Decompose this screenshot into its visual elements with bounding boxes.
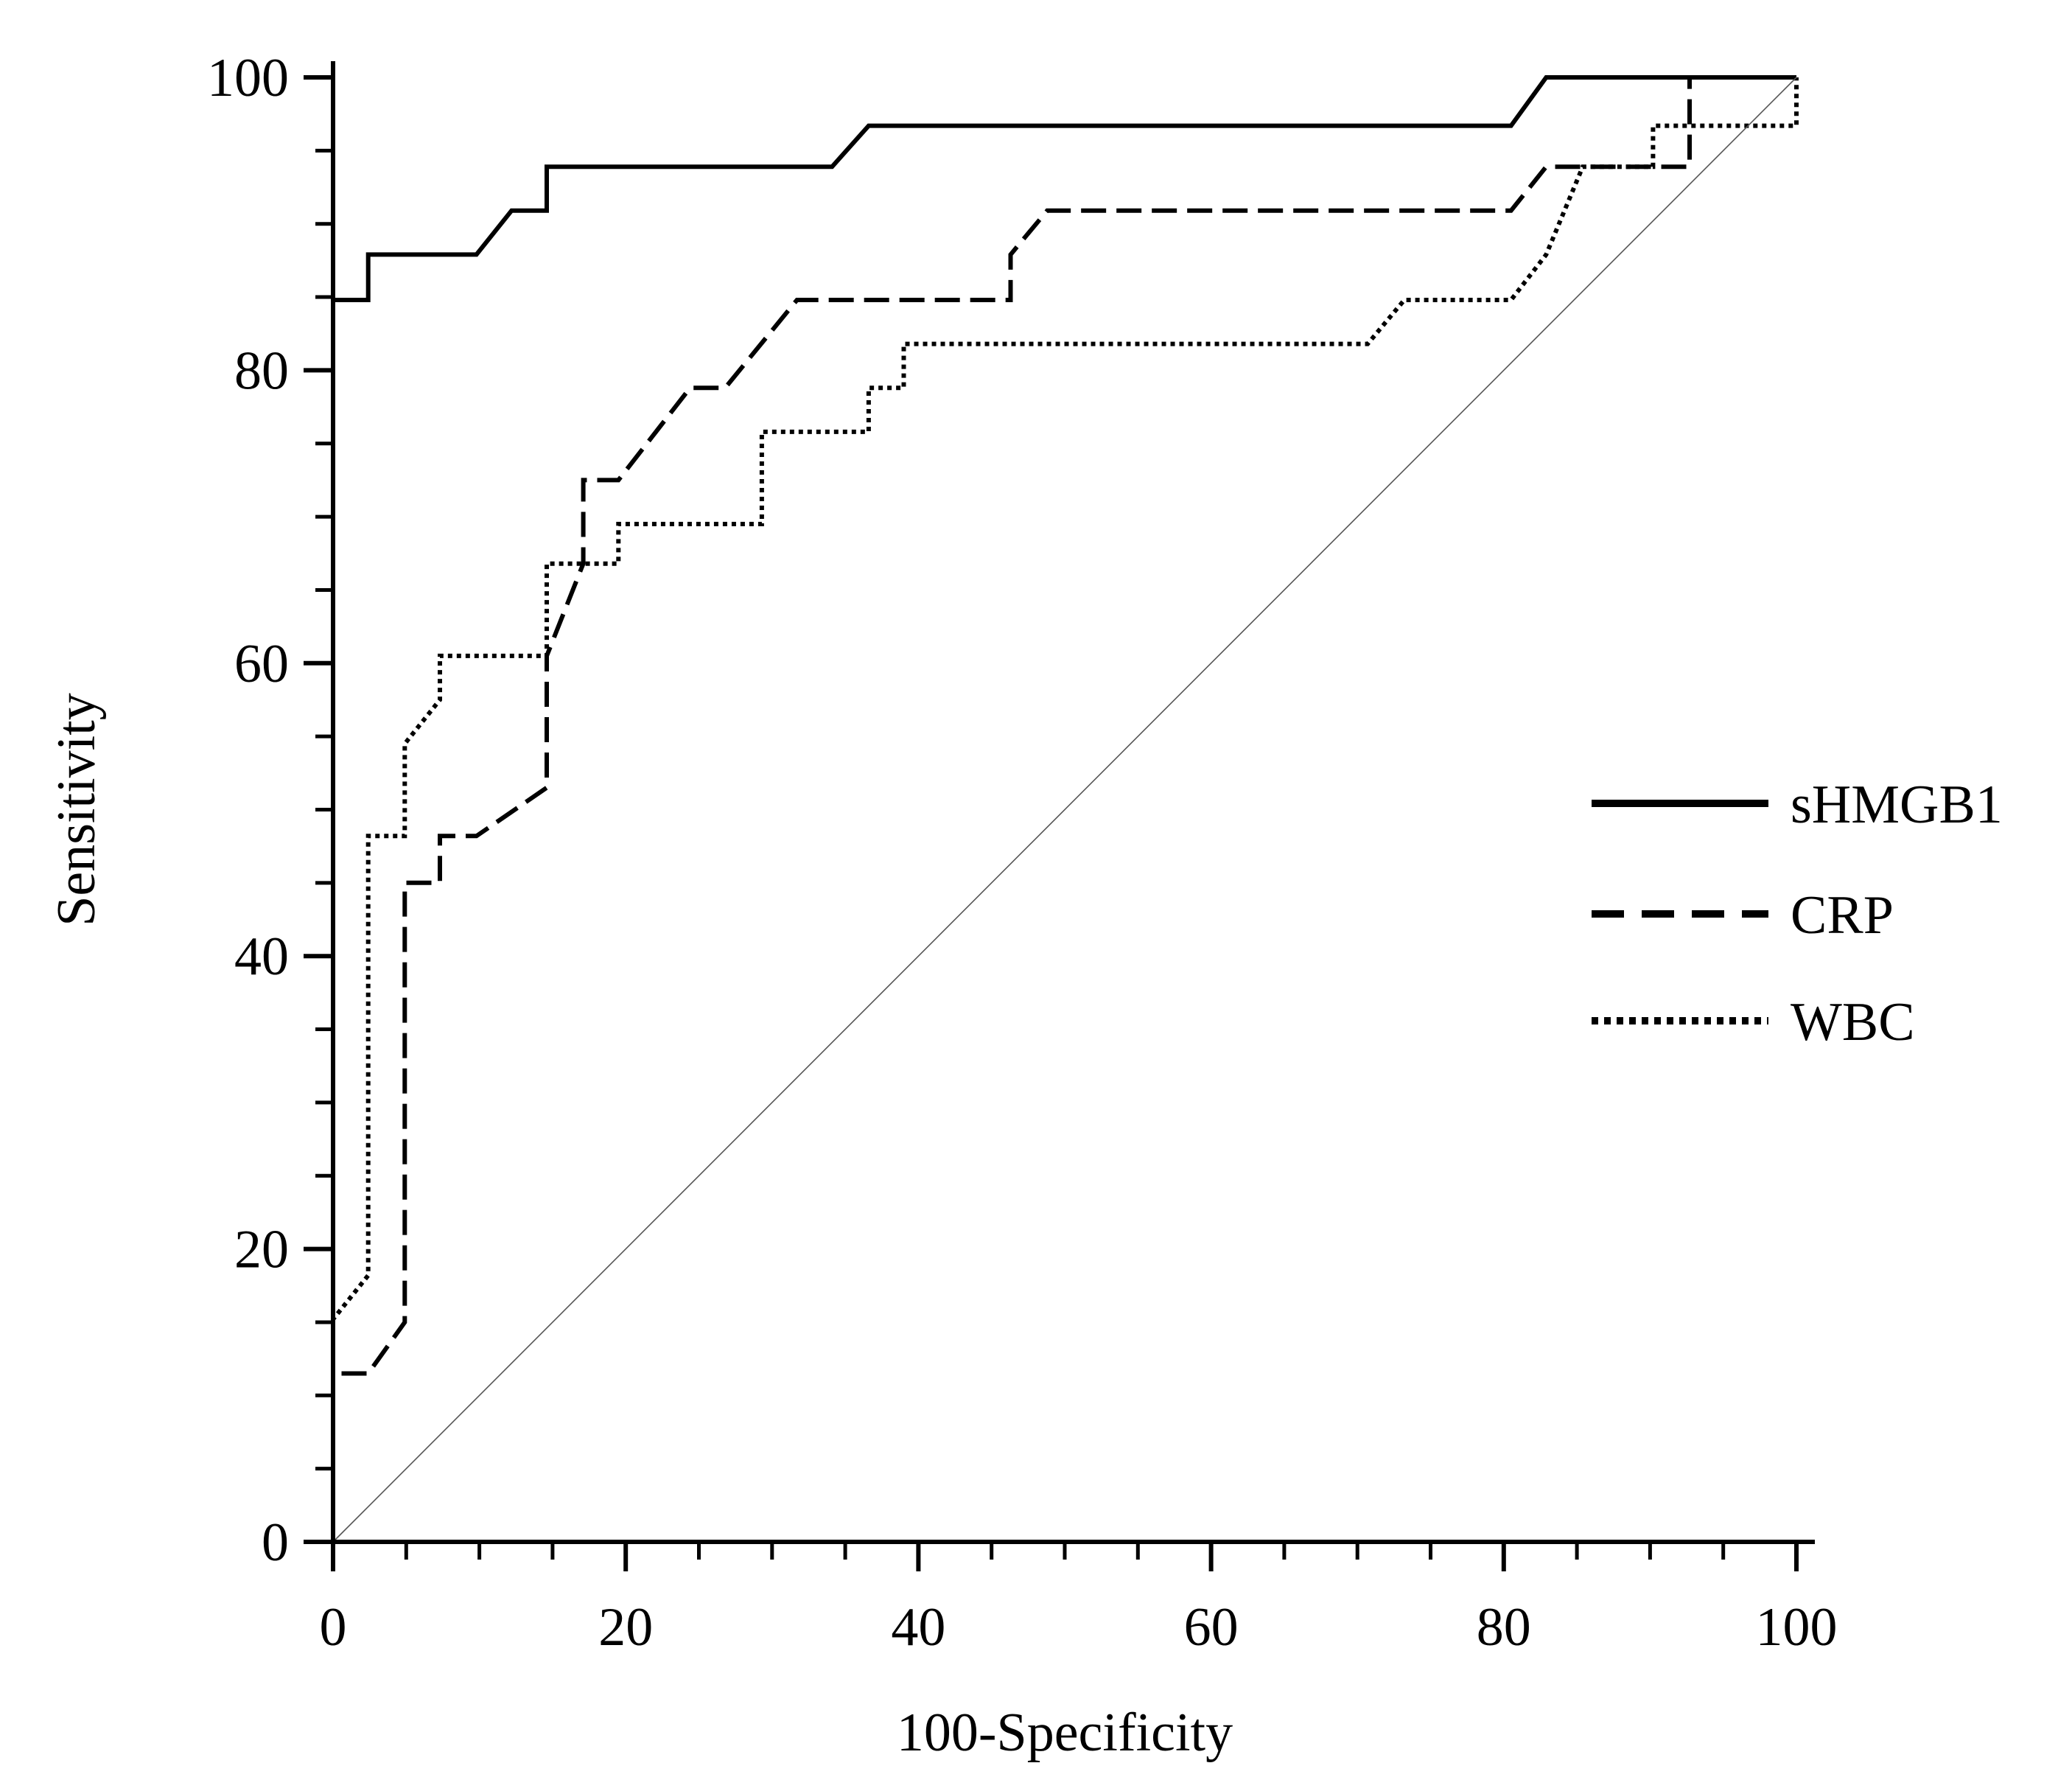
series-reference-line <box>332 77 1797 1543</box>
y-tick-label: 60 <box>234 634 289 694</box>
y-tick-label: 100 <box>207 48 289 108</box>
y-tick-label: 80 <box>234 341 289 401</box>
x-tick-label: 60 <box>1184 1597 1239 1658</box>
y-tick-label: 0 <box>262 1512 289 1573</box>
x-ticks: 0 20 40 60 80 100 <box>320 1542 1838 1658</box>
x-tick-label: 0 <box>320 1597 347 1658</box>
x-tick-label: 40 <box>891 1597 945 1658</box>
legend: sHMGB1 CRP WBC <box>1592 775 2003 1052</box>
series-crp-line <box>331 75 1796 1542</box>
x-tick-label: 20 <box>598 1597 653 1658</box>
x-axis-title: 100-Specificity <box>897 1703 1233 1763</box>
y-tick-label: 40 <box>234 926 289 987</box>
y-axis-title: Sensitivity <box>46 693 107 926</box>
legend-crp-label: CRP <box>1791 885 1894 946</box>
legend-shmgb1-label: sHMGB1 <box>1791 775 2003 835</box>
axes: 0 20 40 60 80 100 0 20 40 60 80 100 <box>207 48 1838 1658</box>
series-shmgb1-line <box>331 75 1796 1542</box>
x-tick-label: 80 <box>1477 1597 1531 1658</box>
y-tick-label: 20 <box>234 1220 289 1280</box>
plot-lines <box>331 75 1799 1543</box>
y-ticks: 0 20 40 60 80 100 <box>207 48 333 1573</box>
x-tick-label: 100 <box>1756 1597 1838 1658</box>
legend-wbc-label: WBC <box>1791 992 1915 1052</box>
